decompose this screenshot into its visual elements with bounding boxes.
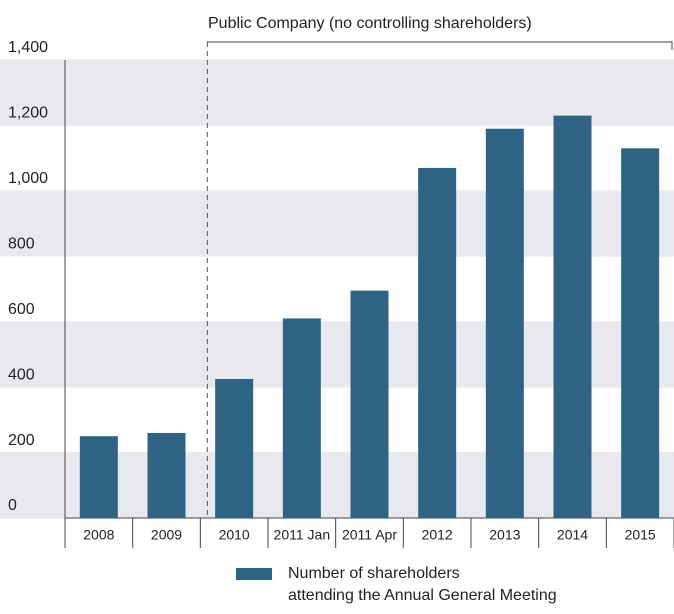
x-tick-label: 2014	[557, 527, 588, 543]
annotation-bracket	[207, 41, 673, 50]
bar	[553, 115, 592, 518]
x-tick-label: 2013	[489, 527, 520, 543]
x-tick-label: 2011 Jan	[274, 527, 331, 543]
y-tick-label: 400	[8, 366, 35, 383]
legend-label: Number of shareholders attending the Ann…	[288, 565, 557, 604]
x-tick-label: 2011 Apr	[342, 527, 397, 543]
y-tick-label: 600	[8, 301, 35, 318]
y-tick-label: 1,200	[8, 105, 48, 122]
x-tick-label: 2012	[422, 527, 453, 543]
legend-swatch	[236, 568, 272, 580]
bar	[418, 167, 457, 518]
y-tick-label: 0	[8, 497, 17, 514]
annotation: Public Company (no controlling sharehold…	[208, 15, 532, 32]
grid-band	[0, 60, 674, 126]
y-tick-label: 1,400	[8, 39, 48, 56]
bar	[485, 128, 524, 518]
bar	[215, 378, 254, 518]
y-tick-label: 800	[8, 236, 35, 253]
bar	[621, 148, 660, 519]
bar	[350, 290, 389, 518]
bar	[147, 432, 186, 518]
y-tick-label: 200	[8, 432, 35, 449]
x-tick-label: 2009	[151, 527, 182, 543]
y-tick-label: 1,000	[8, 170, 48, 187]
x-tick-label: 2008	[83, 527, 114, 543]
bar	[282, 318, 321, 518]
x-tick-label: 2015	[625, 527, 656, 543]
bar	[79, 436, 118, 518]
x-tick-label: 2010	[219, 527, 250, 543]
